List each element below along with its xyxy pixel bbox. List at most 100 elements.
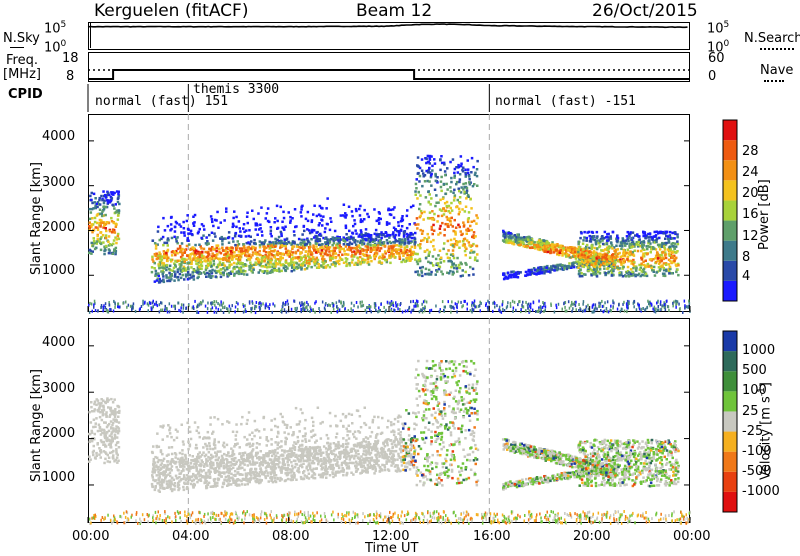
velocity-echo-cell (113, 398, 116, 401)
power-echo-cell (633, 243, 636, 246)
power-noise-cell (256, 305, 258, 308)
power-echo-cell (318, 240, 321, 243)
power-echo-cell (354, 253, 357, 256)
power-echo-cell (153, 267, 156, 270)
power-echo-cell (188, 243, 191, 246)
power-noise-cell (180, 306, 182, 309)
power-noise-cell (259, 302, 261, 305)
power-echo-cell (324, 237, 327, 240)
power-echo-cell (183, 234, 186, 237)
power-echo-cell (460, 263, 463, 266)
power-echo-cell (353, 239, 356, 242)
power-noise-cell (360, 305, 362, 308)
power-echo-cell (253, 242, 256, 245)
power-echo-cell (435, 194, 438, 197)
velocity-echo-cell (115, 444, 118, 447)
power-echo-cell (460, 163, 463, 166)
power-noise-cell (467, 308, 469, 311)
power-echo-cell (639, 275, 642, 278)
power-noise-cell (413, 308, 415, 311)
power-echo-cell (320, 264, 323, 267)
power-echo-cell (435, 202, 438, 205)
power-echo-cell (211, 218, 214, 221)
power-echo-cell (474, 259, 477, 262)
power-noise-cell (494, 306, 496, 309)
power-echo-cell (464, 169, 467, 172)
power-echo-cell (152, 240, 155, 243)
power-echo-cell (375, 252, 378, 255)
power-noise-cell (623, 301, 625, 304)
power-echo-cell (549, 244, 552, 247)
power-noise-cell (672, 304, 674, 307)
power-echo-cell (386, 223, 389, 226)
power-echo-cell (267, 245, 270, 248)
power-echo-cell (677, 274, 680, 277)
power-echo-cell (543, 272, 546, 275)
power-echo-cell (225, 253, 228, 256)
power-echo-cell (288, 211, 291, 214)
power-noise-cell (445, 306, 447, 309)
power-echo-cell (459, 240, 462, 243)
power-echo-cell (280, 231, 283, 234)
power-echo-cell (401, 217, 404, 220)
power-echo-cell (440, 176, 443, 179)
power-echo-cell (157, 272, 160, 275)
velocity-echo-cell (118, 446, 121, 449)
power-echo-cell (472, 268, 475, 271)
power-noise-cell (214, 304, 216, 307)
power-noise-cell (431, 309, 433, 312)
power-echo-cell (456, 241, 459, 244)
power-echo-cell (442, 273, 445, 276)
power-echo-cell (472, 251, 475, 254)
power-echo-cell (662, 232, 665, 235)
power-echo-cell (600, 249, 603, 252)
power-echo-cell (455, 227, 458, 230)
power-echo-cell (356, 240, 359, 243)
power-echo-cell (503, 240, 506, 243)
power-echo-cell (348, 244, 351, 247)
power-echo-cell (548, 270, 551, 273)
power-echo-cell (334, 247, 337, 250)
power-noise-cell (529, 310, 531, 313)
power-echo-cell (402, 255, 405, 258)
power-noise-cell (210, 302, 212, 305)
power-echo-cell (334, 250, 337, 253)
power-echo-cell (384, 250, 387, 253)
velocity-echo-cell (112, 456, 115, 459)
power-echo-cell (104, 194, 107, 197)
power-echo-cell (252, 271, 255, 274)
power-echo-cell (227, 260, 230, 263)
power-noise-cell (294, 300, 296, 303)
power-noise-cell (496, 304, 498, 307)
power-echo-cell (414, 247, 417, 250)
power-echo-cell (427, 261, 430, 264)
power-noise-cell (618, 303, 620, 306)
power-echo-cell (464, 238, 467, 241)
power-noise-cell (218, 308, 220, 311)
power-echo-cell (469, 266, 472, 269)
power-echo-cell (154, 262, 157, 265)
power-echo-cell (450, 254, 453, 257)
power-echo-cell (344, 216, 347, 219)
power-echo-cell (281, 253, 284, 256)
power-echo-cell (163, 250, 166, 253)
power-echo-cell (276, 253, 279, 256)
power-noise-cell (450, 306, 452, 309)
power-echo-cell (583, 231, 586, 234)
power-echo-cell (329, 217, 332, 220)
power-echo-cell (453, 257, 456, 260)
power-echo-cell (380, 231, 383, 234)
power-echo-cell (219, 261, 222, 264)
power-noise-cell (291, 308, 293, 311)
power-echo-cell (345, 214, 348, 217)
power-echo-cell (447, 240, 450, 243)
power-echo-cell (593, 250, 596, 253)
power-echo-cell (254, 261, 257, 264)
power-echo-cell (467, 221, 470, 224)
power-echo-cell (598, 239, 601, 242)
power-echo-cell (343, 243, 346, 246)
power-noise-cell (399, 308, 401, 311)
power-echo-cell (432, 245, 435, 248)
velocity-echo-cell (114, 416, 117, 419)
power-echo-cell (369, 241, 372, 244)
